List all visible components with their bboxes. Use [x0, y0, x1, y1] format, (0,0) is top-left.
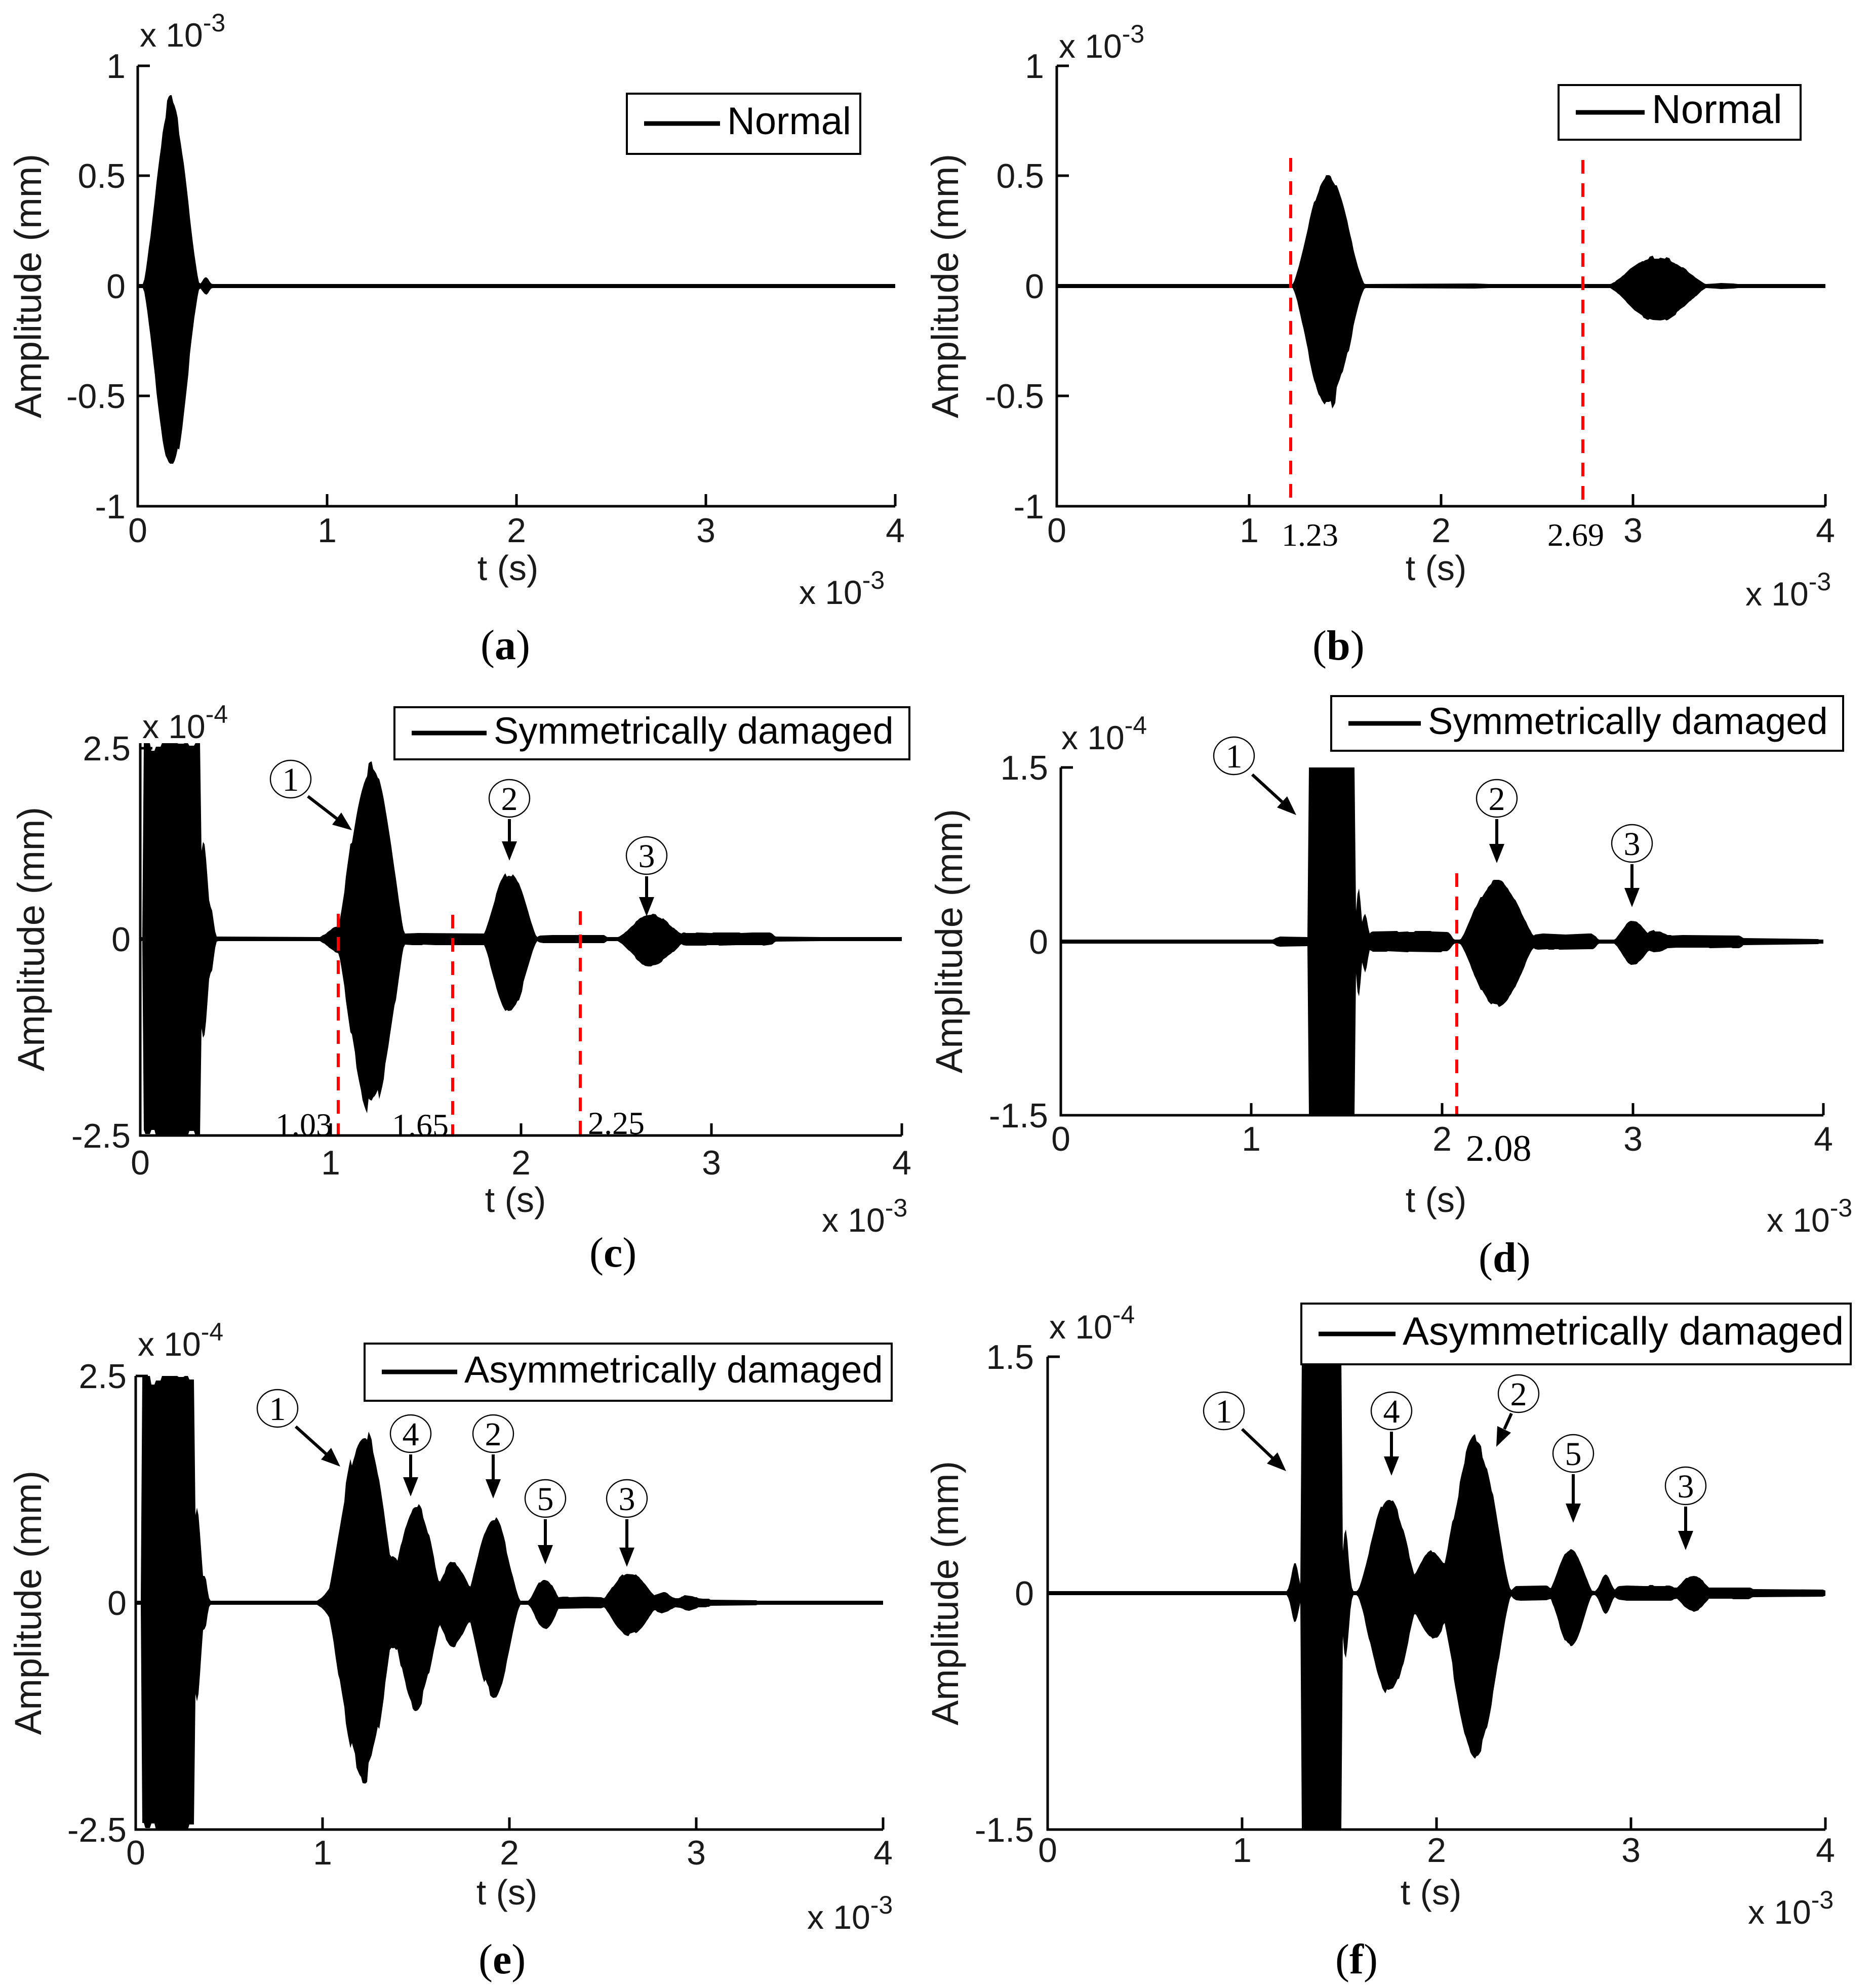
svg-text:3: 3: [696, 511, 715, 550]
svg-text:4: 4: [873, 1834, 893, 1872]
svg-text:0: 0: [1015, 1574, 1034, 1613]
svg-text:4: 4: [1814, 1120, 1833, 1158]
svg-text:2: 2: [1510, 1376, 1527, 1413]
svg-text:1.03: 1.03: [275, 1107, 332, 1143]
svg-text:Amplitude (mm): Amplitude (mm): [7, 154, 49, 418]
svg-text:(c): (c): [589, 1229, 636, 1276]
svg-text:1: 1: [1216, 1393, 1232, 1430]
svg-text:3: 3: [619, 1481, 635, 1518]
svg-text:1.23: 1.23: [1282, 517, 1338, 553]
svg-text:0: 0: [126, 1834, 145, 1872]
svg-text:1: 1: [313, 1834, 332, 1872]
svg-text:1: 1: [1242, 1120, 1261, 1158]
svg-text:4: 4: [1383, 1393, 1400, 1430]
svg-text:1: 1: [1240, 511, 1259, 550]
svg-text:3: 3: [1623, 511, 1643, 550]
svg-text:2: 2: [501, 781, 518, 818]
svg-text:0: 0: [106, 267, 126, 306]
svg-text:Amplitude (mm): Amplitude (mm): [10, 807, 52, 1071]
svg-text:1: 1: [1232, 1831, 1252, 1870]
svg-text:1.65: 1.65: [392, 1107, 449, 1143]
svg-text:(f): (f): [1335, 1936, 1378, 1983]
svg-text:-1.5: -1.5: [975, 1811, 1034, 1849]
svg-text:t (s): t (s): [1406, 548, 1467, 588]
svg-text:0.5: 0.5: [996, 157, 1044, 195]
svg-text:5: 5: [537, 1481, 554, 1518]
svg-text:t (s): t (s): [1406, 1180, 1467, 1220]
svg-text:0.5: 0.5: [77, 157, 126, 195]
svg-text:0: 0: [107, 1584, 127, 1622]
svg-text:x 10-4: x 10-4: [1049, 1301, 1135, 1346]
svg-text:2: 2: [1431, 511, 1451, 550]
svg-text:2.5: 2.5: [78, 1357, 127, 1396]
svg-text:3: 3: [1624, 826, 1641, 863]
svg-text:2.08: 2.08: [1466, 1128, 1532, 1169]
svg-text:(e): (e): [479, 1936, 526, 1983]
svg-text:Asymmetrically damaged: Asymmetrically damaged: [1403, 1309, 1844, 1353]
svg-text:0: 0: [131, 1144, 150, 1182]
svg-text:4: 4: [1816, 1831, 1835, 1870]
svg-text:(d): (d): [1479, 1234, 1531, 1281]
svg-text:1: 1: [1226, 738, 1243, 775]
svg-text:-2.5: -2.5: [67, 1811, 127, 1849]
svg-text:-0.5: -0.5: [985, 377, 1044, 416]
svg-text:2: 2: [1489, 781, 1505, 818]
svg-text:1.5: 1.5: [986, 1338, 1034, 1376]
svg-text:2: 2: [511, 1144, 531, 1182]
svg-text:4: 4: [892, 1144, 911, 1182]
svg-text:Amplitude (mm): Amplitude (mm): [7, 1471, 49, 1735]
svg-text:t (s): t (s): [477, 548, 539, 588]
svg-text:1: 1: [1025, 47, 1044, 86]
svg-text:3: 3: [687, 1834, 706, 1872]
svg-text:2.5: 2.5: [83, 729, 131, 768]
svg-text:3: 3: [1623, 1120, 1643, 1158]
svg-text:-0.5: -0.5: [66, 377, 126, 416]
svg-text:Asymmetrically damaged: Asymmetrically damaged: [464, 1349, 883, 1391]
svg-text:Symmetrically damaged: Symmetrically damaged: [1428, 700, 1828, 742]
svg-text:1: 1: [317, 511, 337, 550]
svg-text:4: 4: [886, 511, 905, 550]
svg-text:2: 2: [507, 511, 526, 550]
svg-text:-1.5: -1.5: [989, 1097, 1048, 1135]
svg-text:2: 2: [1432, 1120, 1452, 1158]
svg-text:1: 1: [321, 1144, 340, 1182]
svg-text:Amplitude (mm): Amplitude (mm): [924, 1461, 966, 1725]
svg-text:-2.5: -2.5: [71, 1117, 131, 1155]
svg-text:(b): (b): [1312, 622, 1365, 669]
svg-text:Amplitude (mm): Amplitude (mm): [928, 809, 970, 1073]
svg-text:2.25: 2.25: [588, 1105, 645, 1141]
svg-text:1: 1: [269, 1391, 286, 1428]
svg-text:3: 3: [639, 838, 655, 875]
svg-text:1: 1: [283, 761, 299, 798]
svg-text:(a): (a): [481, 622, 530, 669]
svg-text:Normal: Normal: [1652, 87, 1782, 132]
svg-text:4: 4: [1816, 511, 1835, 550]
svg-text:0: 0: [1025, 267, 1044, 306]
svg-text:5: 5: [1565, 1436, 1582, 1473]
svg-text:2: 2: [500, 1834, 519, 1872]
svg-text:t (s): t (s): [476, 1873, 538, 1912]
svg-text:t (s): t (s): [485, 1180, 546, 1220]
svg-text:0: 0: [1047, 511, 1066, 550]
svg-text:-1: -1: [1014, 488, 1044, 526]
svg-text:Symmetrically damaged: Symmetrically damaged: [494, 710, 894, 752]
svg-text:0: 0: [111, 920, 131, 959]
svg-text:2.69: 2.69: [1547, 517, 1604, 553]
svg-text:0: 0: [1051, 1120, 1070, 1158]
svg-text:0: 0: [1029, 923, 1048, 961]
svg-text:2: 2: [485, 1416, 502, 1453]
svg-text:1: 1: [106, 47, 126, 86]
svg-text:Amplitude (mm): Amplitude (mm): [924, 154, 966, 418]
svg-text:3: 3: [1621, 1831, 1641, 1870]
svg-text:2: 2: [1427, 1831, 1446, 1870]
svg-text:-1: -1: [95, 488, 126, 526]
svg-text:3: 3: [702, 1144, 721, 1182]
svg-text:t (s): t (s): [1401, 1873, 1462, 1912]
svg-text:4: 4: [403, 1416, 419, 1453]
svg-text:0: 0: [128, 511, 147, 550]
svg-text:3: 3: [1678, 1468, 1694, 1505]
svg-text:Normal: Normal: [727, 100, 851, 143]
svg-text:1.5: 1.5: [1000, 749, 1048, 787]
svg-text:0: 0: [1038, 1831, 1057, 1870]
